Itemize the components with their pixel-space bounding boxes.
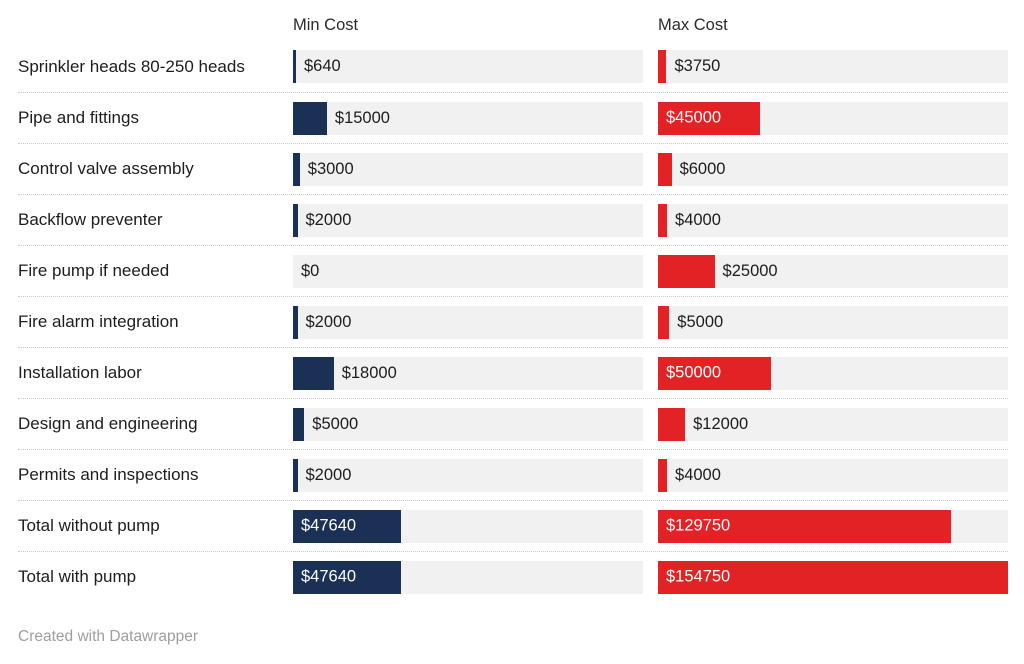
min-cost-value: $2000 — [305, 312, 352, 331]
max-cost-header: Max Cost — [658, 16, 728, 34]
min-cost-bar — [293, 458, 298, 492]
min-cost-value: $2000 — [305, 465, 352, 484]
min-cost-bar — [293, 560, 401, 594]
max-cost-bar-track: $3750 — [658, 50, 1008, 83]
max-cost-value: $4000 — [675, 210, 721, 229]
max-cost-bar-track: $4000 — [658, 458, 1008, 492]
min-cost-value: $47640 — [301, 516, 357, 535]
max-cost-value: $5000 — [677, 312, 724, 331]
max-cost-value: $45000 — [666, 108, 722, 127]
min-cost-value: $2000 — [305, 210, 352, 229]
table-row: Fire alarm integration $2000 $5000 — [18, 296, 1008, 347]
max-cost-bar-track: $129750 — [658, 509, 1008, 543]
max-cost-value: $50000 — [666, 363, 722, 382]
min-cost-bar-track: $0 — [293, 254, 643, 288]
row-label: Total without pump — [18, 516, 160, 535]
cost-comparison-chart: Min Cost Max Cost Sprinkler heads 80-250… — [18, 0, 1008, 645]
min-cost-value: $5000 — [312, 414, 359, 433]
min-cost-value: $18000 — [341, 363, 397, 382]
min-cost-bar — [293, 356, 334, 390]
max-cost-bar-track: $25000 — [658, 254, 1008, 288]
min-cost-bar-track: $2000 — [293, 305, 643, 339]
table-row: Permits and inspections $2000 $4000 — [18, 449, 1008, 500]
min-cost-bar — [293, 50, 296, 83]
min-cost-bar-track: $18000 — [293, 356, 643, 390]
max-cost-bar — [658, 458, 668, 492]
min-cost-bar — [293, 509, 401, 543]
max-cost-bar — [658, 254, 715, 288]
min-cost-bar-track: $2000 — [293, 458, 643, 492]
min-cost-bar-track: $47640 — [293, 509, 643, 543]
row-label: Installation labor — [18, 363, 142, 382]
table-row: Backflow preventer $2000 $4000 — [18, 194, 1008, 245]
max-cost-bar-track: $6000 — [658, 152, 1008, 186]
max-cost-bar — [658, 509, 952, 543]
max-cost-bar-track: $4000 — [658, 203, 1008, 237]
table-row: Total without pump $47640 $129750 — [18, 500, 1008, 551]
max-cost-bar — [658, 203, 668, 237]
table-row: Fire pump if needed $0 $25000 — [18, 245, 1008, 296]
max-cost-value: $4000 — [675, 465, 721, 484]
table-row: Control valve assembly $3000 $6000 — [18, 143, 1008, 194]
min-cost-bar — [293, 305, 298, 339]
table-row: Pipe and fittings $15000 $45000 — [18, 92, 1008, 143]
max-cost-bar-track: $45000 — [658, 101, 1008, 135]
row-label: Total with pump — [18, 567, 137, 586]
min-cost-bar — [293, 203, 298, 237]
max-cost-value: $25000 — [722, 261, 778, 280]
min-cost-value: $47640 — [301, 567, 357, 586]
min-cost-value: $0 — [301, 261, 320, 280]
min-cost-value: $3000 — [307, 159, 354, 178]
min-cost-header: Min Cost — [293, 16, 359, 34]
chart-rows: Sprinkler heads 80-250 heads $640 $3750 Pip… — [18, 41, 1008, 602]
min-cost-bar — [293, 407, 305, 441]
min-cost-bar — [293, 101, 327, 135]
max-cost-bar-track: $12000 — [658, 407, 1008, 441]
table-row: Design and engineering $5000 $12000 — [18, 398, 1008, 449]
min-cost-bar-track: $47640 — [293, 560, 643, 594]
table-row: Total with pump $47640 $154750 — [18, 551, 1008, 602]
row-label: Design and engineering — [18, 414, 198, 433]
table-row: Sprinkler heads 80-250 heads $640 $3750 — [18, 41, 1008, 92]
max-cost-bar — [658, 50, 667, 83]
max-cost-value: $6000 — [679, 159, 726, 178]
min-cost-bar — [293, 152, 300, 186]
row-label: Pipe and fittings — [18, 108, 139, 127]
min-cost-bar-track: $640 — [293, 50, 643, 83]
row-label: Control valve assembly — [18, 159, 194, 178]
max-cost-value: $154750 — [666, 567, 731, 586]
row-label: Fire pump if needed — [18, 261, 170, 280]
min-cost-bar-track: $2000 — [293, 203, 643, 237]
min-cost-bar-track: $5000 — [293, 407, 643, 441]
min-cost-bar-track: $3000 — [293, 152, 643, 186]
max-cost-bar — [658, 356, 772, 390]
max-cost-bar — [658, 560, 1008, 594]
min-cost-value: $15000 — [334, 108, 390, 127]
row-label: Sprinkler heads 80-250 heads — [18, 56, 245, 76]
max-cost-bar — [658, 101, 760, 135]
max-cost-bar-track: $50000 — [658, 356, 1008, 390]
row-label: Permits and inspections — [18, 465, 199, 484]
max-cost-bar — [658, 305, 670, 339]
max-cost-bar-track: $5000 — [658, 305, 1008, 339]
min-cost-bar-track: $15000 — [293, 101, 643, 135]
datawrapper-attribution: Created with Datawrapper — [18, 628, 199, 645]
max-cost-value: $12000 — [693, 414, 749, 433]
row-label: Fire alarm integration — [18, 312, 179, 331]
table-row: Installation labor $18000 $50000 — [18, 347, 1008, 398]
max-cost-value: $129750 — [666, 516, 731, 535]
max-cost-value: $3750 — [674, 57, 721, 75]
column-headers: Min Cost Max Cost — [18, 0, 1008, 41]
max-cost-bar — [658, 152, 672, 186]
max-cost-bar — [658, 407, 686, 441]
min-cost-value: $640 — [304, 57, 341, 75]
row-label: Backflow preventer — [18, 210, 163, 229]
max-cost-bar-track: $154750 — [658, 560, 1008, 594]
